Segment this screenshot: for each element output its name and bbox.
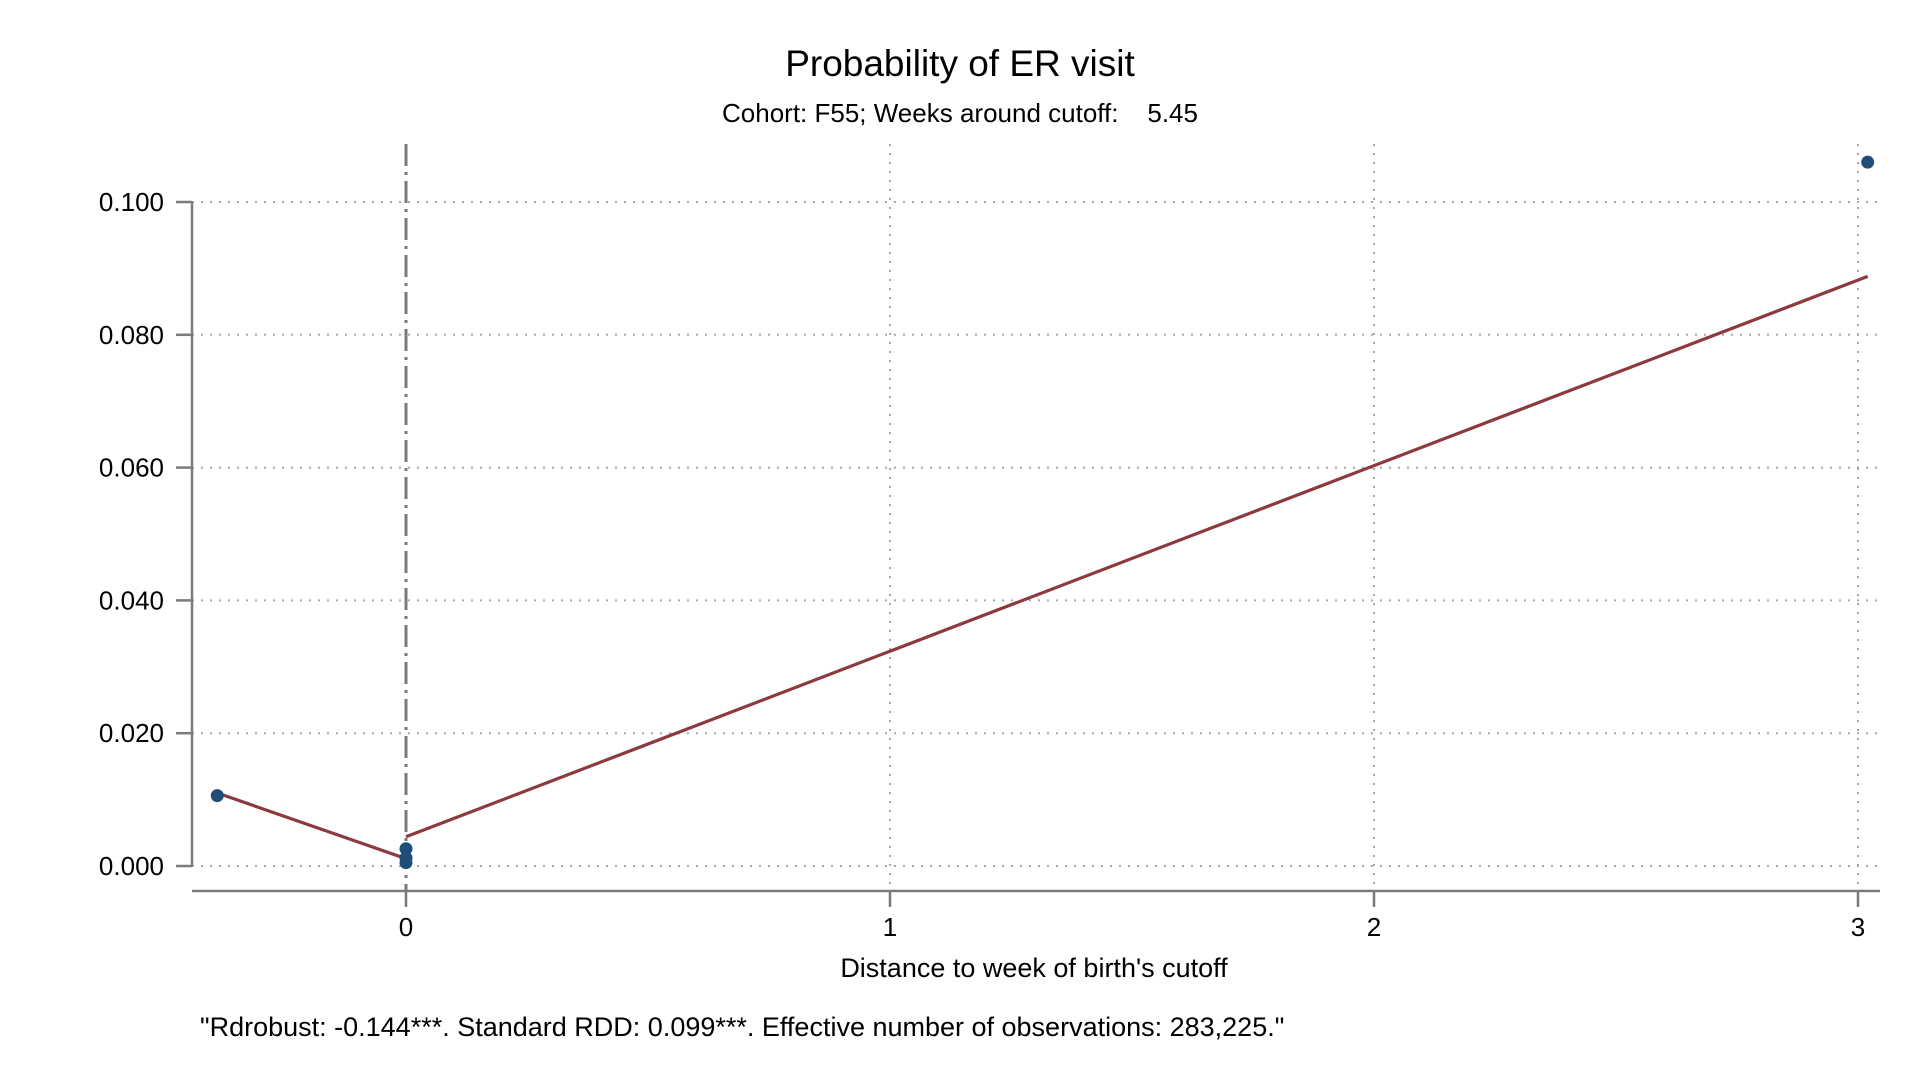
axes (176, 200, 1880, 907)
x-tick-label: 2 (1367, 912, 1381, 942)
y-tick-label: 0.020 (99, 718, 164, 748)
data-point (1861, 155, 1875, 169)
y-tick-label: 0.080 (99, 320, 164, 350)
x-tick-label: 0 (399, 912, 413, 942)
series (210, 155, 1875, 870)
chart-subtitle: Cohort: F55; Weeks around cutoff: 5.45 (722, 98, 1198, 128)
x-tick-label: 1 (883, 912, 897, 942)
data-point (210, 789, 224, 803)
grid-lines (192, 144, 1880, 886)
y-tick-label: 0.060 (99, 453, 164, 483)
tick-labels: 0.000 0.020 0.040 0.060 0.080 0.100 0 1 2 3 (99, 187, 1865, 942)
y-tick-label: 0.040 (99, 585, 164, 615)
data-point (399, 856, 413, 870)
y-tick-label: 0.000 (99, 851, 164, 881)
y-tick-label: 0.100 (99, 187, 164, 217)
fit-line-left (216, 791, 407, 861)
x-axis-label: Distance to week of birth's cutoff (840, 953, 1228, 983)
data-point (399, 842, 413, 856)
fit-line-right (405, 274, 1869, 839)
chart-title: Probability of ER visit (785, 43, 1135, 84)
x-tick-label: 3 (1851, 912, 1865, 942)
chart-note: "Rdrobust: -0.144***. Standard RDD: 0.09… (200, 1012, 1284, 1042)
